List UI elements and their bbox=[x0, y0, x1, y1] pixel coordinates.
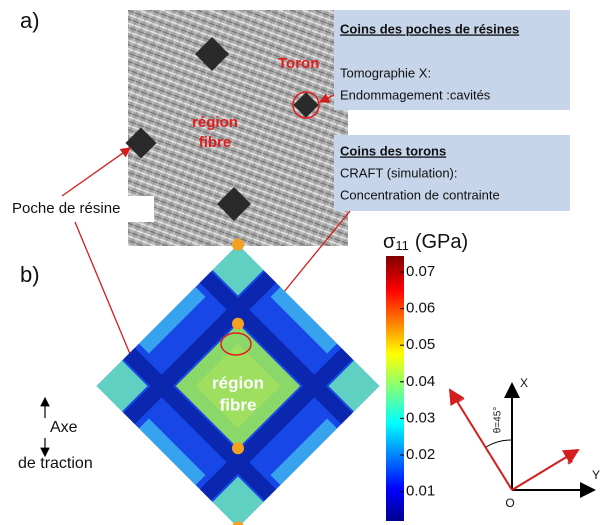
annotation-line: Tomographie X: bbox=[340, 65, 431, 80]
colorbar-tick-label: 0.06 bbox=[406, 300, 435, 317]
colorbar-symbol: σ bbox=[383, 231, 396, 253]
coordinate-frame bbox=[448, 382, 596, 498]
highlight bbox=[220, 332, 252, 356]
annotation-title: Coins des torons bbox=[340, 143, 446, 158]
frame-x: X bbox=[520, 376, 528, 390]
colorbar-title: σ11 (GPa) bbox=[383, 231, 468, 253]
fibre-label: fibre bbox=[220, 395, 257, 414]
colorbar-tick-label: 0.01 bbox=[406, 483, 435, 500]
load-axis: de traction bbox=[18, 455, 93, 472]
colorbar-ticks: 0.07 0.06 0.05 0.04 0.03 0.02 0.01 bbox=[400, 263, 435, 500]
fibre-label: région bbox=[212, 373, 264, 392]
frame-angle: θ=45° bbox=[493, 407, 504, 434]
annotation-line: Concentration de contrainte bbox=[340, 187, 500, 202]
colorbar-tick-label: 0.03 bbox=[406, 409, 435, 426]
colorbar-subscript: 11 bbox=[395, 238, 409, 253]
fibre-label: fibre bbox=[199, 134, 232, 151]
colorbar-tick-label: 0.05 bbox=[406, 336, 435, 353]
colorbar-tick-label: 0.04 bbox=[406, 373, 435, 390]
colorbar bbox=[386, 256, 404, 521]
callout-bg bbox=[6, 196, 154, 222]
load-axis: Axe bbox=[50, 419, 78, 436]
annotation-title: Coins des poches de résines bbox=[340, 21, 519, 36]
colorbar-tick-label: 0.02 bbox=[406, 446, 435, 463]
annotation-line: CRAFT (simulation): bbox=[340, 165, 458, 180]
annotation-box: Coins des torons CRAFT (simulation): Con… bbox=[334, 135, 570, 211]
yarn-label: Toron bbox=[278, 55, 319, 72]
colorbar-unit: (GPa) bbox=[415, 231, 468, 253]
arrow bbox=[318, 93, 335, 103]
arrow bbox=[61, 147, 132, 197]
colorbar-tick-label: 0.07 bbox=[406, 263, 435, 280]
tomography-image bbox=[125, 10, 348, 246]
frame-y: Y bbox=[592, 468, 600, 482]
annotation-box: Coins des poches de résines Tomographie … bbox=[334, 10, 570, 110]
panel-label: a) bbox=[20, 8, 40, 33]
annotation-line: Endommagement :cavités bbox=[340, 87, 491, 102]
panel-label: b) bbox=[20, 262, 40, 287]
frame-origin: O bbox=[505, 496, 514, 510]
callout: Poche de résine bbox=[12, 200, 120, 217]
fibre-label: région bbox=[192, 114, 238, 131]
